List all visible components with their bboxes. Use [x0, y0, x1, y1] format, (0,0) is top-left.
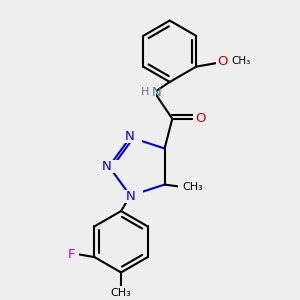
Text: N: N [124, 130, 134, 143]
Bar [116, 130, 142, 143]
Bar [193, 112, 208, 125]
Bar [107, 286, 135, 300]
Text: F: F [68, 248, 75, 261]
Bar [216, 55, 230, 68]
Bar [135, 85, 156, 99]
Bar [64, 248, 79, 261]
Text: CH₃: CH₃ [182, 182, 203, 192]
Text: CH₃: CH₃ [111, 288, 131, 298]
Text: CH₃: CH₃ [231, 56, 250, 67]
Text: H: H [140, 87, 149, 97]
Text: N: N [152, 86, 161, 99]
Bar [118, 190, 143, 203]
Bar [94, 160, 119, 173]
Bar [178, 181, 207, 193]
Text: O: O [218, 55, 228, 68]
Text: O: O [196, 112, 206, 125]
Text: N: N [102, 160, 111, 173]
Text: N: N [125, 190, 135, 203]
